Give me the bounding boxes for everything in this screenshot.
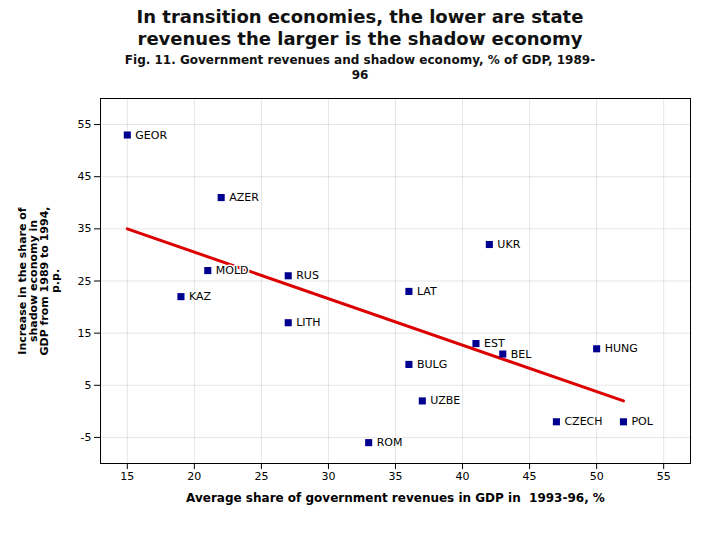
svg-text:CZECH: CZECH (564, 415, 602, 428)
svg-text:GEOR: GEOR (135, 129, 167, 142)
svg-text:UZBE: UZBE (430, 395, 460, 408)
svg-text:ROM: ROM (377, 436, 403, 449)
svg-text:BEL: BEL (511, 348, 532, 361)
svg-text:POL: POL (631, 415, 653, 428)
html-text:Fig. 11. Government revenues a: Fig. 11. Government revenues and shadow … (124, 53, 596, 83)
svg-text:20: 20 (187, 470, 201, 483)
svg-text:35: 35 (389, 470, 403, 483)
svg-text:55: 55 (78, 118, 92, 131)
svg-text:30: 30 (321, 470, 335, 483)
svg-text:55: 55 (657, 470, 671, 483)
svg-text:45: 45 (523, 470, 537, 483)
svg-text:40: 40 (456, 470, 470, 483)
svg-text:35: 35 (78, 223, 92, 236)
svg-text:LITH: LITH (296, 316, 320, 329)
svg-text:HUNG: HUNG (605, 342, 638, 355)
svg-text:LAT: LAT (417, 285, 437, 298)
svg-text:AZER: AZER (229, 191, 259, 204)
svg-text:25: 25 (78, 275, 92, 288)
svg-text:-5: -5 (81, 431, 92, 444)
html-text:In transition economies, the l: In transition economies, the lower are s… (136, 6, 584, 49)
svg-text:BULG: BULG (417, 358, 447, 371)
svg-text:5: 5 (85, 379, 92, 392)
svg-text:45: 45 (78, 170, 92, 183)
svg-text:EST: EST (484, 337, 505, 350)
svg-text:UKR: UKR (497, 238, 520, 251)
svg-text:50: 50 (590, 470, 604, 483)
svg-text:Increase in the share ofshadow: Increase in the share ofshadow economy i… (16, 207, 62, 356)
svg-text:RUS: RUS (296, 269, 319, 282)
svg-text:KAZ: KAZ (189, 290, 212, 303)
svg-text:25: 25 (254, 470, 268, 483)
svg-text:MOLD: MOLD (216, 264, 249, 277)
svg-text:15: 15 (78, 327, 92, 340)
svg-text:Average share of government re: Average share of government revenues in … (186, 491, 605, 505)
svg-text:15: 15 (120, 470, 134, 483)
